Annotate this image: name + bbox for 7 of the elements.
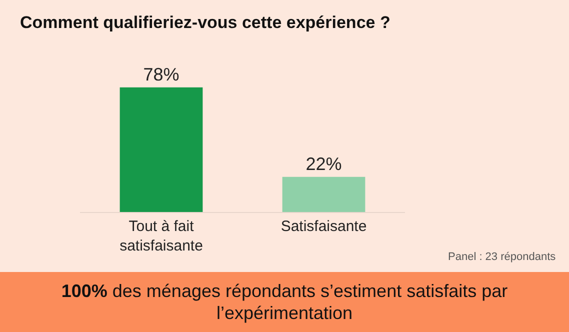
x-tick-label: Satisfaisante bbox=[280, 218, 367, 235]
data-label: 22% bbox=[306, 154, 342, 174]
x-tick-label: Tout à fait satisfaisante bbox=[120, 218, 203, 254]
text: 100% des ménages répondants s’estiment satisfaits par l’expérimentation bbox=[60, 280, 509, 324]
chart-title: Comment qualifieriez-vous cette expérience ? bbox=[20, 12, 390, 32]
text: Panel : 23 répondants bbox=[448, 251, 556, 263]
data-label: 78% bbox=[143, 64, 180, 84]
